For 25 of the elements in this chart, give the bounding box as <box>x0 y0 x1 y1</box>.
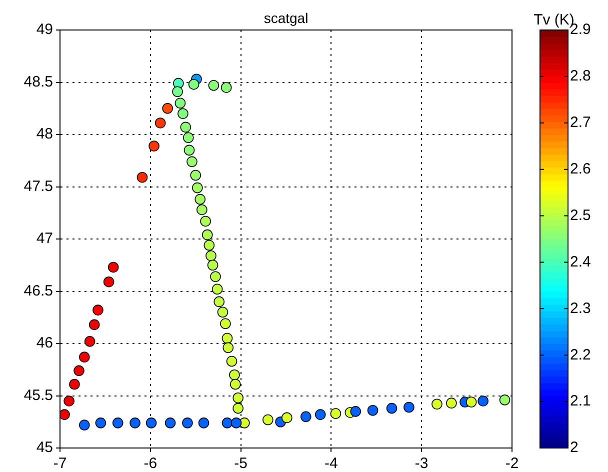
y-tick-label: 48 <box>36 126 53 143</box>
x-tick-label: -5 <box>234 455 248 472</box>
color-bar-label: 2.2 <box>570 346 591 364</box>
y-tick-label: 45 <box>36 439 53 456</box>
x-tick-label: -6 <box>144 455 158 472</box>
y-tick-label: 47 <box>36 230 53 248</box>
y-tick-label: 49 <box>36 21 53 38</box>
y-tick-label: 47.5 <box>24 178 53 195</box>
color-bar-label: 2.4 <box>570 253 591 270</box>
x-tick-label: -3 <box>414 455 428 472</box>
color-bar-label: 2.8 <box>570 68 591 85</box>
x-tick-label: -2 <box>505 455 519 472</box>
y-tick-label: 48.5 <box>24 73 53 90</box>
y-tick-label: 46.5 <box>24 282 53 300</box>
color-bar-label: 2.3 <box>570 300 591 317</box>
color-bar-label: 2.5 <box>570 206 591 224</box>
color-bar-label: 2 <box>570 439 578 456</box>
color-bar-label: 2.1 <box>570 392 591 410</box>
y-tick-label: 45.5 <box>24 386 53 404</box>
x-tick-label: -7 <box>53 455 67 472</box>
y-tick-label: 46 <box>36 334 53 352</box>
chart-title: scatgal <box>264 10 308 26</box>
color-bar-label: 2.7 <box>570 114 591 132</box>
color-bar-label: 2.6 <box>570 160 591 178</box>
x-tick-label: -4 <box>324 455 338 472</box>
